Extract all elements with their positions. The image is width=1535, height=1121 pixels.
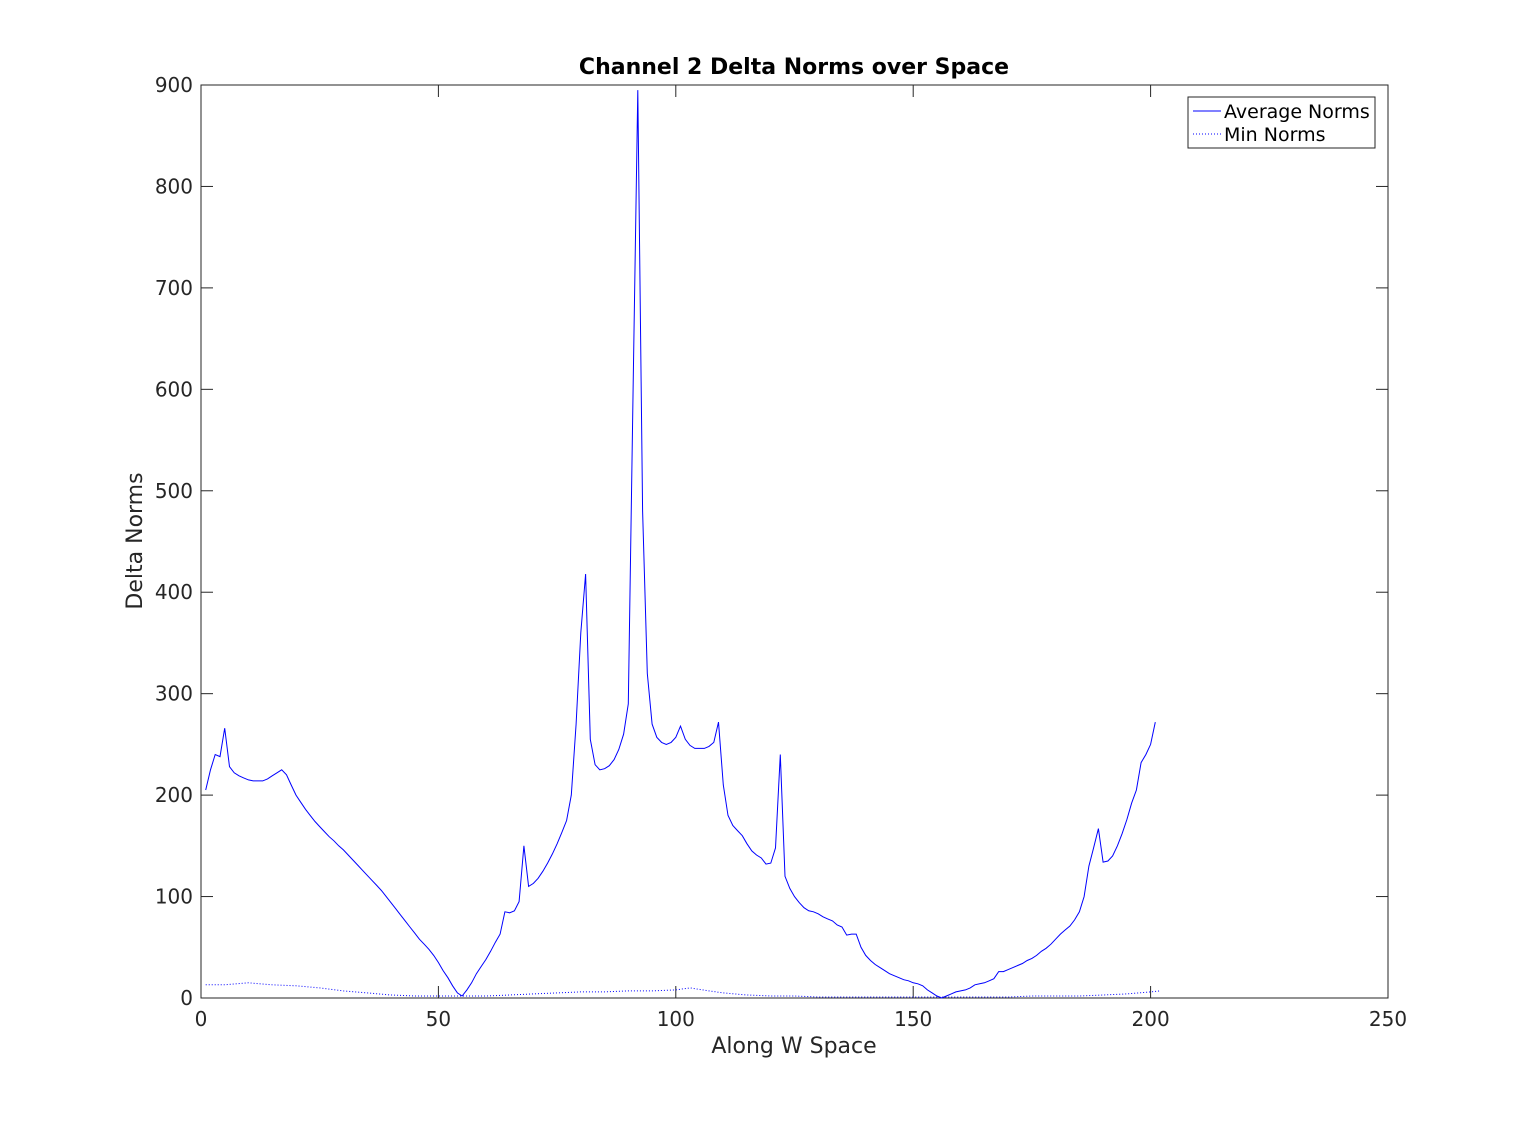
x-tick-label: 50 [426, 1007, 451, 1031]
legend-label-min-norms: Min Norms [1224, 124, 1325, 146]
y-tick-label: 900 [155, 73, 193, 97]
y-axis-label: Delta Norms [123, 472, 148, 609]
legend-box [1187, 96, 1376, 149]
y-tick-label: 500 [155, 479, 193, 503]
y-tick-label: 800 [155, 174, 193, 198]
x-tick-label: 250 [1369, 1007, 1407, 1031]
x-axis-label: Along W Space [711, 1034, 876, 1059]
chart-title: Channel 2 Delta Norms over Space [579, 55, 1009, 80]
y-tick-label: 100 [155, 885, 193, 909]
y-tick-label: 0 [180, 986, 193, 1010]
y-tick-label: 400 [155, 580, 193, 604]
x-tick-label: 0 [195, 1007, 208, 1031]
x-tick-label: 100 [657, 1007, 695, 1031]
x-tick-label: 200 [1132, 1007, 1170, 1031]
y-tick-label: 300 [155, 682, 193, 706]
plot-area: 0 50 100 150 200 250 0 100 200 300 400 500 600 700 800… [155, 73, 1407, 1031]
series-line-min-norms [205, 982, 1161, 998]
legend-label-average-norms: Average Norms [1224, 101, 1370, 123]
y-tick-label: 200 [155, 783, 193, 807]
series-line-average-norms [205, 90, 1156, 999]
axes-box [200, 84, 1389, 999]
y-tick-label: 600 [155, 377, 193, 401]
y-tick-label: 700 [155, 276, 193, 300]
x-tick-label: 150 [894, 1007, 932, 1031]
